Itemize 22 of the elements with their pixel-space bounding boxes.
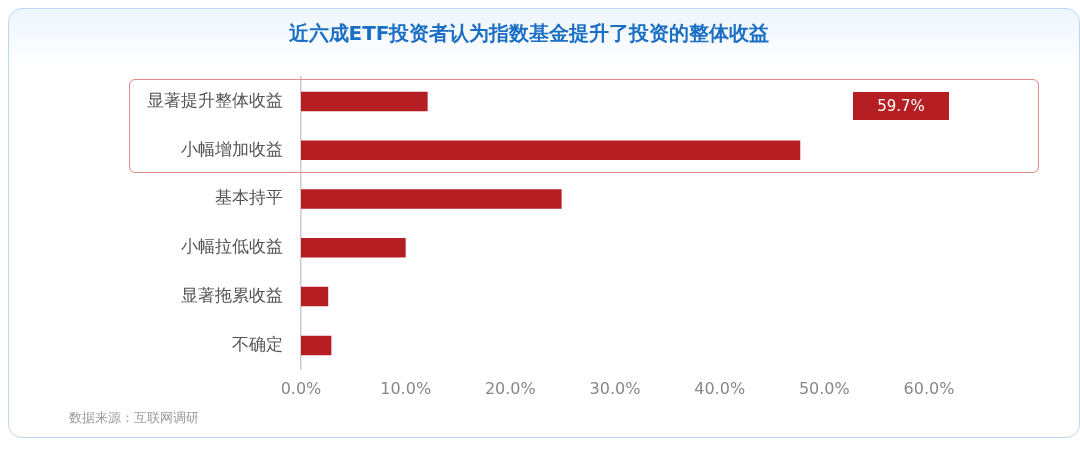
bar: [301, 189, 562, 209]
y-tick-label: 显著提升整体收益: [147, 89, 283, 110]
source-note: 数据来源：互联网调研: [69, 409, 200, 427]
chart-title: 近六成ETF投资者认为指数基金提升了投资的整体收益: [287, 21, 770, 46]
x-tick-label: 60.0%: [903, 378, 955, 398]
bar: [301, 91, 428, 112]
x-tick-label: 50.0%: [798, 378, 850, 398]
x-tick-label: 0.0%: [280, 378, 322, 398]
callout-box: 59.7%: [853, 91, 949, 120]
y-tick-label: 小幅拉低收益: [181, 236, 283, 257]
x-tick-label: 10.0%: [380, 378, 432, 398]
bar: [301, 238, 406, 258]
bar: [301, 286, 329, 307]
x-tick-label: 20.0%: [484, 378, 536, 398]
y-tick-label: 小幅增加收益: [181, 138, 283, 159]
y-tick-label: 显著拖累收益: [181, 285, 283, 306]
bar: [301, 335, 332, 356]
x-tick-label: 30.0%: [589, 378, 641, 398]
bar: [301, 140, 801, 160]
y-tick-label: 基本持平: [215, 187, 283, 208]
y-tick-label: 不确定: [232, 333, 283, 354]
x-tick-label: 40.0%: [694, 378, 746, 398]
